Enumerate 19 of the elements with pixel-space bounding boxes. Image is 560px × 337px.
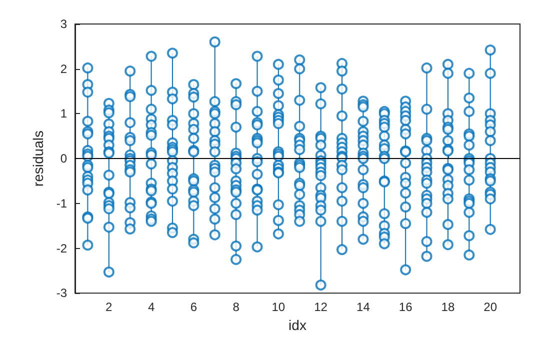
x-tick-label: 8 — [232, 300, 240, 314]
x-tick-label: 18 — [441, 300, 455, 314]
y-tick-label: 2 — [60, 62, 68, 76]
y-tick-label: -3 — [56, 286, 68, 300]
x-tick-label: 14 — [356, 300, 370, 314]
y-tick-label: -1 — [56, 196, 68, 210]
y-tick-label: -2 — [56, 241, 68, 256]
y-tick-label: 0 — [60, 152, 68, 166]
x-tick-label: 20 — [484, 300, 498, 314]
x-tick-label: 4 — [148, 300, 155, 314]
y-tick-label: 1 — [60, 106, 68, 121]
x-tick-label: 2 — [106, 300, 113, 314]
y-axis-title: residuals — [30, 130, 46, 187]
x-tick-label: 6 — [190, 300, 198, 314]
x-tick-label: 16 — [398, 300, 413, 314]
x-axis-title: idx — [288, 317, 306, 333]
x-tick-label: 12 — [314, 300, 328, 314]
y-tick-label: 3 — [60, 17, 68, 31]
x-tick-label: 10 — [272, 300, 286, 314]
